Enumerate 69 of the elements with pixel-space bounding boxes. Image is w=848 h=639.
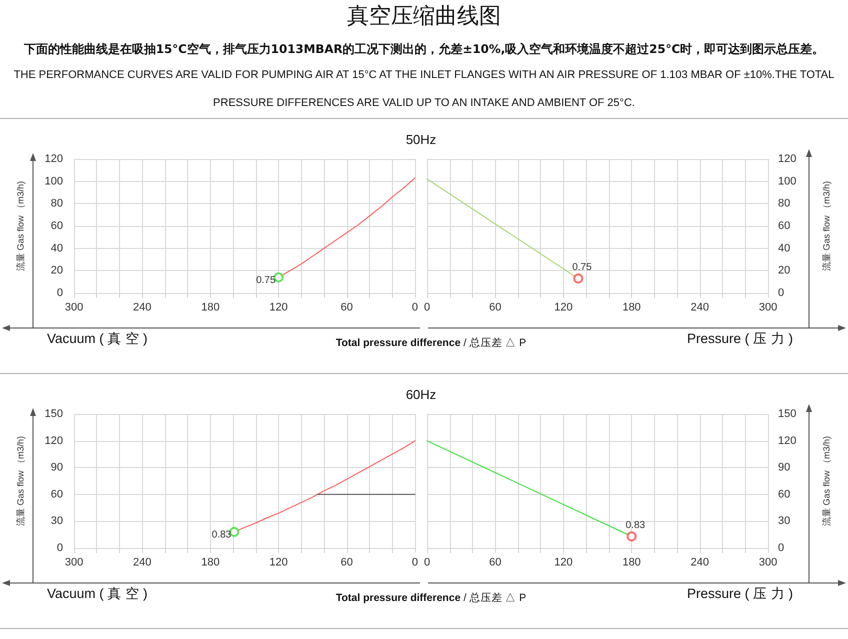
text: 真空压缩曲线图 xyxy=(346,3,502,31)
x-tick-label: 60 xyxy=(489,302,502,314)
y-tick-label: 80 xyxy=(50,198,63,210)
x-tick-label: 240 xyxy=(690,302,709,314)
y-tick-label: 0 xyxy=(778,287,784,299)
y-tick-label: 0 xyxy=(778,542,784,554)
text: Total pressure difference / 总压差 △ P xyxy=(336,336,526,350)
x-tick-label: 120 xyxy=(554,556,573,568)
y-tick-label: 0 xyxy=(56,542,63,554)
x-axis-title: Vacuum ( 真 空 ) xyxy=(47,585,148,603)
x-tick-label: 120 xyxy=(269,302,288,314)
annotation: 0.83 xyxy=(212,529,232,540)
x-tick-label: 180 xyxy=(201,556,220,568)
y-tick-label: 90 xyxy=(50,462,63,474)
text: Total pressure difference / 总压差 △ P xyxy=(336,591,526,605)
x-tick-label: 120 xyxy=(269,556,288,568)
y-axis-title: 流量 Gas flow （m3/h) xyxy=(822,436,832,526)
annotation: 0.83 xyxy=(626,520,646,531)
x-tick-label: 300 xyxy=(64,556,84,568)
x-tick-label: 60 xyxy=(340,556,353,568)
y-tick-label: 40 xyxy=(50,242,63,254)
y-tick-label: 100 xyxy=(778,175,796,188)
y-axis-title: 流量 Gas flow （m3/h) xyxy=(16,180,26,272)
x-tick-label: 60 xyxy=(340,302,353,314)
y-tick-label: 150 xyxy=(778,408,796,420)
annotation: 0.75 xyxy=(256,274,276,286)
x-tick-label: 0 xyxy=(424,556,430,568)
chart-title: 50Hz xyxy=(406,132,436,148)
y-axis-title: 流量 Gas flow （m3/h) xyxy=(16,436,26,526)
y-tick-label: 150 xyxy=(44,408,63,420)
chart-title: 60Hz xyxy=(406,387,436,403)
text: THE PERFORMANCE CURVES ARE VALID FOR PUMPING AIR AT 15°C AT THE INLET FLANGES WITH AN AIR PRESSURE OF 1.103 MBAR OF ±10%.THE TOTAL PRESSURE DIFFERENCES ARE VALID UP TO AN INTAKE AND AMBIENT OF 25°C. xyxy=(14,69,834,109)
y-tick-label: 30 xyxy=(50,515,63,528)
y-tick-label: 60 xyxy=(50,488,63,500)
x-tick-label: 300 xyxy=(64,302,84,314)
y-tick-label: 20 xyxy=(778,264,790,277)
y-tick-label: 60 xyxy=(50,220,63,232)
text: 下面的性能曲线是在吸抽15°C空气，排气压力1013MBAR的工况下测出的，允差±10%,吸入空气和环境温度不超过25°C时，即可达到图示总压差。 xyxy=(22,41,826,58)
y-tick-label: 80 xyxy=(778,198,790,210)
x-tick-label: 60 xyxy=(489,556,502,568)
x-tick-label: 240 xyxy=(133,302,152,314)
y-tick-label: 0 xyxy=(56,287,63,299)
x-tick-label: 180 xyxy=(622,302,641,314)
x-tick-label: 0 xyxy=(412,302,418,314)
y-tick-label: 120 xyxy=(44,153,63,165)
y-tick-label: 120 xyxy=(778,434,796,447)
y-tick-label: 120 xyxy=(44,434,63,447)
x-tick-label: 240 xyxy=(690,556,709,568)
y-tick-label: 120 xyxy=(778,153,796,165)
x-tick-label: 0 xyxy=(412,556,418,568)
y-tick-label: 90 xyxy=(778,462,790,474)
x-tick-label: 180 xyxy=(201,302,220,314)
x-axis-title: Vacuum ( 真 空 ) xyxy=(47,330,148,348)
y-tick-label: 100 xyxy=(44,175,63,188)
x-tick-label: 300 xyxy=(758,556,778,568)
y-axis-title: 流量 Gas flow （m3/h) xyxy=(822,180,832,272)
x-tick-label: 300 xyxy=(758,302,778,314)
y-tick-label: 30 xyxy=(778,515,790,528)
y-tick-label: 20 xyxy=(50,264,63,277)
x-tick-label: 240 xyxy=(133,556,152,568)
y-tick-label: 60 xyxy=(778,220,790,232)
x-tick-label: 180 xyxy=(622,556,641,568)
x-axis-title: Pressure ( 压 力 ) xyxy=(687,330,794,348)
annotation: 0.75 xyxy=(572,262,592,273)
x-tick-label: 0 xyxy=(424,302,430,314)
y-tick-label: 40 xyxy=(778,242,790,254)
x-tick-label: 120 xyxy=(554,302,573,314)
y-tick-label: 60 xyxy=(778,488,790,500)
x-axis-title: Pressure ( 压 力 ) xyxy=(687,585,794,603)
